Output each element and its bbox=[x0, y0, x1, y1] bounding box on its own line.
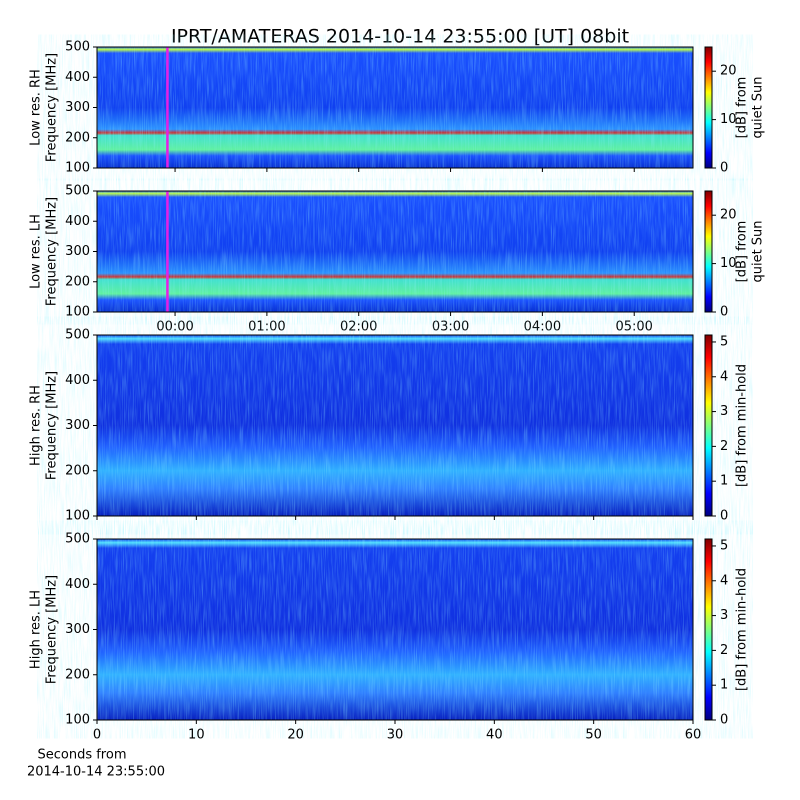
x-tick-label: 10 bbox=[188, 728, 205, 743]
y-label: High res. LH bbox=[29, 590, 44, 669]
y-tick-label: 200 bbox=[65, 274, 90, 289]
colorbar-tick-label: 4 bbox=[720, 369, 728, 384]
colorbar bbox=[704, 46, 713, 169]
y-tick-label: 100 bbox=[65, 305, 90, 320]
colorbar-label: [dB] from min-hold bbox=[735, 568, 750, 691]
y-tick-label: 400 bbox=[65, 373, 90, 388]
spectrogram-texture bbox=[97, 47, 693, 168]
y-tick-label: 200 bbox=[65, 463, 90, 478]
colorbar-tick-label: 5 bbox=[720, 334, 728, 349]
y-tick-label: 300 bbox=[65, 244, 90, 259]
x-tick-label: 03:00 bbox=[432, 320, 469, 335]
colorbar-tick-label: 10 bbox=[720, 256, 737, 271]
y-label: Low res. LH bbox=[29, 214, 44, 289]
colorbar-tick-label: 20 bbox=[720, 208, 737, 223]
colorbar bbox=[704, 538, 713, 721]
colorbar bbox=[704, 190, 713, 313]
colorbar-tick-label: 0 bbox=[720, 713, 728, 728]
y-tick-label: 100 bbox=[65, 713, 90, 728]
x-tick-label: 50 bbox=[585, 728, 602, 743]
x-tick-label: 05:00 bbox=[615, 320, 652, 335]
colorbar-tick-label: 2 bbox=[720, 643, 728, 658]
y-label: Low res. RH bbox=[29, 69, 44, 146]
y-label: High res. RH bbox=[29, 385, 44, 466]
colorbar-tick-label: 0 bbox=[720, 509, 728, 524]
y-tick-label: 100 bbox=[65, 509, 90, 524]
title: IPRT/AMATERAS 2014-10-14 23:55:00 [UT] 0… bbox=[171, 26, 629, 48]
colorbar-label: quiet Sun bbox=[751, 220, 766, 282]
y-tick-label: 300 bbox=[65, 100, 90, 115]
x-tick-label: 20 bbox=[287, 728, 304, 743]
y-tick-label: 100 bbox=[65, 161, 90, 176]
spectrogram-texture bbox=[97, 539, 693, 720]
colorbar-tick-label: 5 bbox=[720, 538, 728, 553]
colorbar-tick-label: 0 bbox=[720, 305, 728, 320]
colorbar-tick-label: 0 bbox=[720, 161, 728, 176]
colorbar-tick-label: 2 bbox=[720, 439, 728, 454]
x-tick-label: 0 bbox=[93, 728, 101, 743]
y-tick-label: 200 bbox=[65, 130, 90, 145]
x-tick-label: 60 bbox=[685, 728, 702, 743]
y-tick-label: 300 bbox=[65, 622, 90, 637]
x-tick-label: 30 bbox=[387, 728, 404, 743]
x-label: Seconds from bbox=[37, 748, 126, 763]
y-tick-label: 400 bbox=[65, 214, 90, 229]
y-label: Frequency [MHz] bbox=[45, 575, 60, 684]
x-label: 2014-10-14 23:55:00 bbox=[27, 765, 165, 780]
colorbar-tick-label: 1 bbox=[720, 474, 728, 489]
colorbar-label: [dB] from bbox=[735, 77, 750, 139]
colorbar-tick-label: 4 bbox=[720, 573, 728, 588]
y-tick-label: 300 bbox=[65, 418, 90, 433]
y-tick-label: 500 bbox=[65, 40, 90, 55]
y-tick-label: 200 bbox=[65, 667, 90, 682]
colorbar-tick-label: 20 bbox=[720, 64, 737, 79]
y-tick-label: 500 bbox=[65, 532, 90, 547]
y-tick-label: 400 bbox=[65, 70, 90, 85]
y-label: Frequency [MHz] bbox=[45, 371, 60, 480]
x-tick-label: 00:00 bbox=[156, 320, 193, 335]
colorbar-label: [dB] from bbox=[735, 221, 750, 283]
colorbar bbox=[704, 334, 713, 517]
x-tick-label: 01:00 bbox=[248, 320, 285, 335]
y-label: Frequency [MHz] bbox=[45, 197, 60, 306]
colorbar-tick-label: 1 bbox=[720, 678, 728, 693]
colorbar-tick-label: 10 bbox=[720, 112, 737, 127]
x-tick-label: 40 bbox=[486, 728, 503, 743]
colorbar-tick-label: 3 bbox=[720, 404, 728, 419]
x-tick-label: 02:00 bbox=[340, 320, 377, 335]
x-tick-label: 04:00 bbox=[524, 320, 561, 335]
colorbar-tick-label: 3 bbox=[720, 608, 728, 623]
spectrogram-texture bbox=[97, 191, 693, 312]
spectrogram-texture bbox=[97, 335, 693, 516]
y-tick-label: 500 bbox=[65, 184, 90, 199]
y-tick-label: 400 bbox=[65, 577, 90, 592]
colorbar-label: [dB] from min-hold bbox=[735, 364, 750, 487]
y-label: Frequency [MHz] bbox=[45, 53, 60, 162]
y-tick-label: 500 bbox=[65, 328, 90, 343]
colorbar-label: quiet Sun bbox=[751, 76, 766, 138]
